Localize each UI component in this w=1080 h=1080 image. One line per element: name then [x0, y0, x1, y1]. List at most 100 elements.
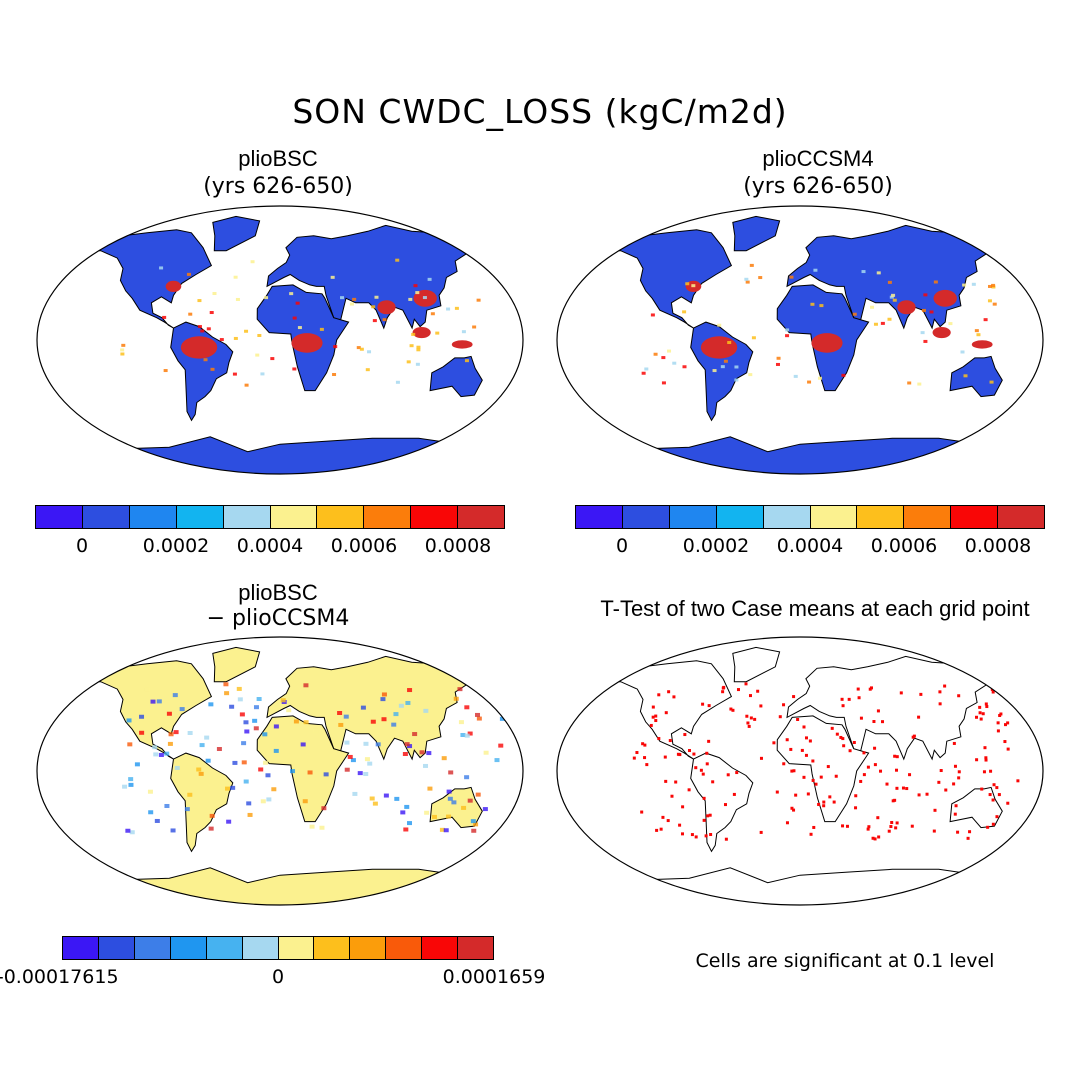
map-cell [458, 720, 464, 725]
significant-cell [701, 772, 705, 776]
significant-cell [876, 816, 880, 820]
significant-cell [919, 692, 923, 696]
map-cell [173, 730, 179, 735]
map-cell [457, 687, 463, 692]
panel1-title: plioBSC [238, 146, 318, 171]
significant-cell [988, 793, 992, 797]
significant-cell [975, 715, 979, 719]
map-cell [422, 296, 427, 300]
map-cell [255, 353, 260, 357]
map-cell [273, 724, 279, 729]
map-cell [236, 686, 242, 691]
map-cell [793, 374, 798, 378]
map-cell [416, 345, 421, 349]
map-cell [405, 700, 411, 705]
map-cell [988, 284, 993, 288]
significant-cell [782, 703, 786, 707]
colorbar-swatch [242, 937, 279, 959]
map-cell [807, 380, 812, 384]
map-cell [447, 796, 453, 801]
map-cell [415, 362, 420, 366]
map-cell [402, 752, 408, 757]
map-cell [817, 376, 822, 380]
map-cell [319, 327, 324, 331]
colorbar-tick-label: 0.0001659 [442, 966, 546, 988]
significant-cell [938, 702, 942, 706]
map-cell [263, 760, 269, 765]
map-cell [264, 296, 269, 300]
significant-cell [830, 726, 834, 730]
colorbar-tick-label: 0.0006 [870, 535, 938, 557]
map-cell [323, 772, 329, 777]
colorbar-swatch [622, 506, 670, 528]
map-cell [460, 733, 466, 738]
map-cell [179, 707, 185, 712]
significant-cell [881, 720, 885, 724]
significant-cell [659, 827, 663, 831]
map-cell [344, 740, 350, 745]
significant-cell [811, 759, 815, 763]
map-cell [962, 283, 967, 287]
significant-cell [879, 769, 883, 773]
map-cell [424, 810, 430, 815]
colorbar-difference-ticks: -0.00017615 0 0.0001659 [0, 966, 545, 990]
significant-cell [841, 824, 845, 828]
map-cell [841, 373, 846, 377]
significant-cell [804, 753, 808, 757]
significant-cell [694, 766, 698, 770]
map-pliccsm4 [556, 205, 1044, 475]
map-cell [332, 373, 337, 377]
significant-cell [917, 715, 921, 719]
significant-cell [749, 716, 753, 720]
map-cell [258, 767, 264, 772]
significant-cell [705, 751, 709, 755]
map-pliobsc [36, 205, 524, 475]
significant-cell [690, 833, 694, 837]
map-cell [929, 310, 934, 314]
map-cell [415, 291, 420, 295]
significant-cell [890, 820, 894, 824]
significant-cell [808, 739, 812, 743]
significant-cell [953, 764, 957, 768]
significant-cell [678, 753, 682, 757]
significant-cell [643, 756, 647, 760]
significant-cell [747, 724, 751, 728]
map-cell [224, 691, 230, 696]
significant-cell [978, 711, 982, 715]
map-cell [720, 365, 725, 369]
significant-cell [701, 702, 705, 706]
map-cell [682, 365, 687, 369]
significant-cell [736, 688, 740, 692]
colorbar-tick-label: -0.00017615 [0, 966, 119, 988]
map-cell [464, 775, 470, 780]
map-cell [467, 731, 473, 736]
map-cell [382, 318, 387, 322]
significant-cell [705, 762, 709, 766]
map-cell [186, 272, 191, 276]
significant-cell [932, 829, 936, 833]
map-cell [453, 696, 459, 701]
map-cell [870, 305, 875, 309]
colorbar-swatch [386, 937, 423, 959]
significant-cell [772, 741, 776, 745]
map-cell [403, 827, 409, 832]
colorbar-tick-label: 0 [615, 535, 629, 557]
map-cell [983, 318, 988, 322]
map-cell [923, 339, 928, 343]
map-cell [164, 751, 170, 756]
significant-cell [877, 835, 881, 839]
map-cell [907, 381, 912, 385]
significance-note: Cells are significant at 0.1 level [695, 950, 995, 972]
significant-cell [708, 813, 712, 817]
map-cell [148, 810, 154, 815]
map-cell [216, 747, 222, 752]
significant-cell [655, 828, 659, 832]
map-cell [439, 827, 445, 832]
significant-cell [707, 704, 711, 708]
map-cell [810, 302, 815, 306]
significant-cell [868, 687, 872, 691]
significant-cell [632, 756, 636, 760]
map-cell [223, 682, 229, 687]
map-cell [443, 828, 449, 833]
map-cell [253, 705, 259, 710]
